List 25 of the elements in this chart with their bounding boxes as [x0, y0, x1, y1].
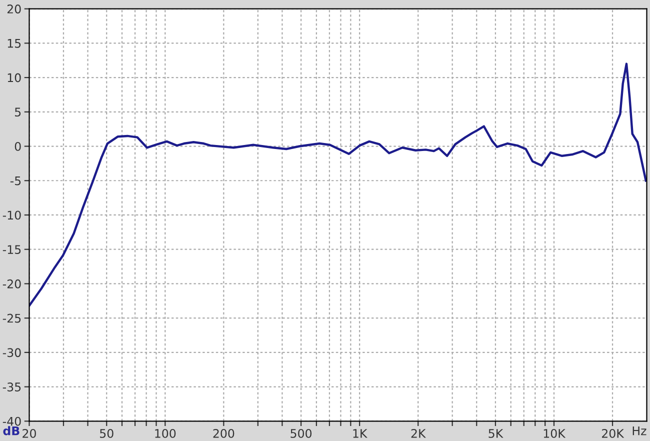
x-tick-label: 2K	[411, 429, 426, 438]
y-tick-label: -20	[2, 279, 21, 288]
y-axis-title: dB	[3, 426, 20, 436]
x-tick-label: 10K	[544, 429, 566, 438]
x-tick-label: 500	[290, 429, 312, 438]
y-tick-label: -25	[2, 314, 21, 323]
x-tick-label: 200	[213, 429, 234, 438]
x-tick-label: 5K	[488, 429, 504, 438]
x-tick-label: 100	[155, 429, 176, 438]
x-tick-label: 20K	[602, 429, 624, 438]
y-tick-label: -30	[2, 348, 21, 358]
y-tick-label: 20	[7, 4, 21, 14]
y-tick-label: 5	[15, 108, 21, 117]
x-tick-label: 50	[100, 429, 114, 438]
y-tick-label: -35	[2, 382, 21, 392]
x-axis-title: Hz	[632, 426, 646, 436]
y-tick-label: 0	[14, 142, 21, 151]
y-tick-label: 10	[8, 73, 21, 82]
y-tick-label: -15	[2, 245, 21, 254]
y-tick-label: -5	[10, 176, 21, 186]
y-tick-label: 15	[8, 39, 21, 48]
x-tick-label: 20	[22, 429, 36, 438]
x-tick-label: 1K	[353, 429, 368, 438]
y-tick-label: -40	[2, 416, 21, 426]
y-tick-label: -10	[2, 210, 21, 220]
